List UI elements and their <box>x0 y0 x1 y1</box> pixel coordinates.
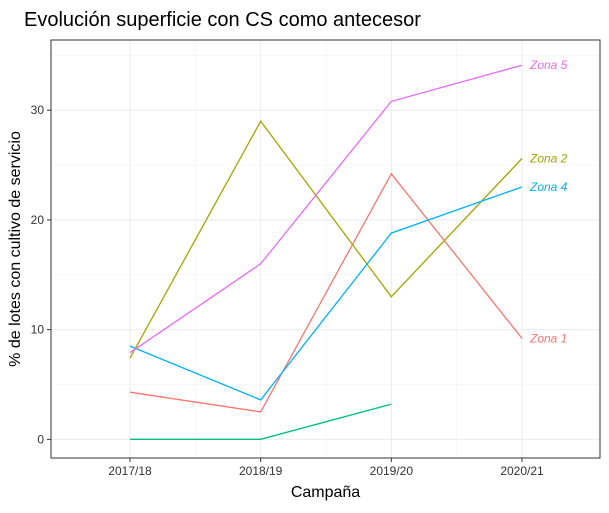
y-tick-label: 20 <box>31 213 45 227</box>
series-line-2 <box>129 120 523 359</box>
x-tick-label: 2018/19 <box>239 464 283 478</box>
series-line-5 <box>129 64 523 354</box>
y-axis-title: % de lotes con cultivo de servicio <box>7 131 24 367</box>
grid-lines <box>51 40 600 458</box>
x-axis-title: Campaña <box>291 484 360 501</box>
y-tick-label: 10 <box>31 323 45 337</box>
series-labels: Zona 1 Zona 2 Zona 4 Zona 5 <box>529 58 568 345</box>
series-line-4 <box>129 186 523 401</box>
x-tick-label: 2017/18 <box>108 464 152 478</box>
x-tick-label: 2019/20 <box>370 464 414 478</box>
series-lines <box>129 64 523 440</box>
series-label-4: Zona 4 <box>529 180 568 194</box>
y-tick-label: 30 <box>31 103 45 117</box>
x-tick-label: 2020/21 <box>500 464 544 478</box>
series-line-1 <box>129 172 523 413</box>
chart-title: Evolución superficie con CS como anteces… <box>24 9 421 31</box>
plot-panel-border <box>50 39 601 459</box>
y-tick-label: 0 <box>37 432 44 446</box>
series-label-2: Zona 2 <box>529 151 568 165</box>
series-label-1: Zona 1 <box>529 331 567 345</box>
axes: 0 10 20 30 2017/18 2018/19 2019/20 2020/21 <box>31 103 544 478</box>
series-label-5: Zona 5 <box>529 58 568 72</box>
series-line-3 <box>130 403 392 440</box>
